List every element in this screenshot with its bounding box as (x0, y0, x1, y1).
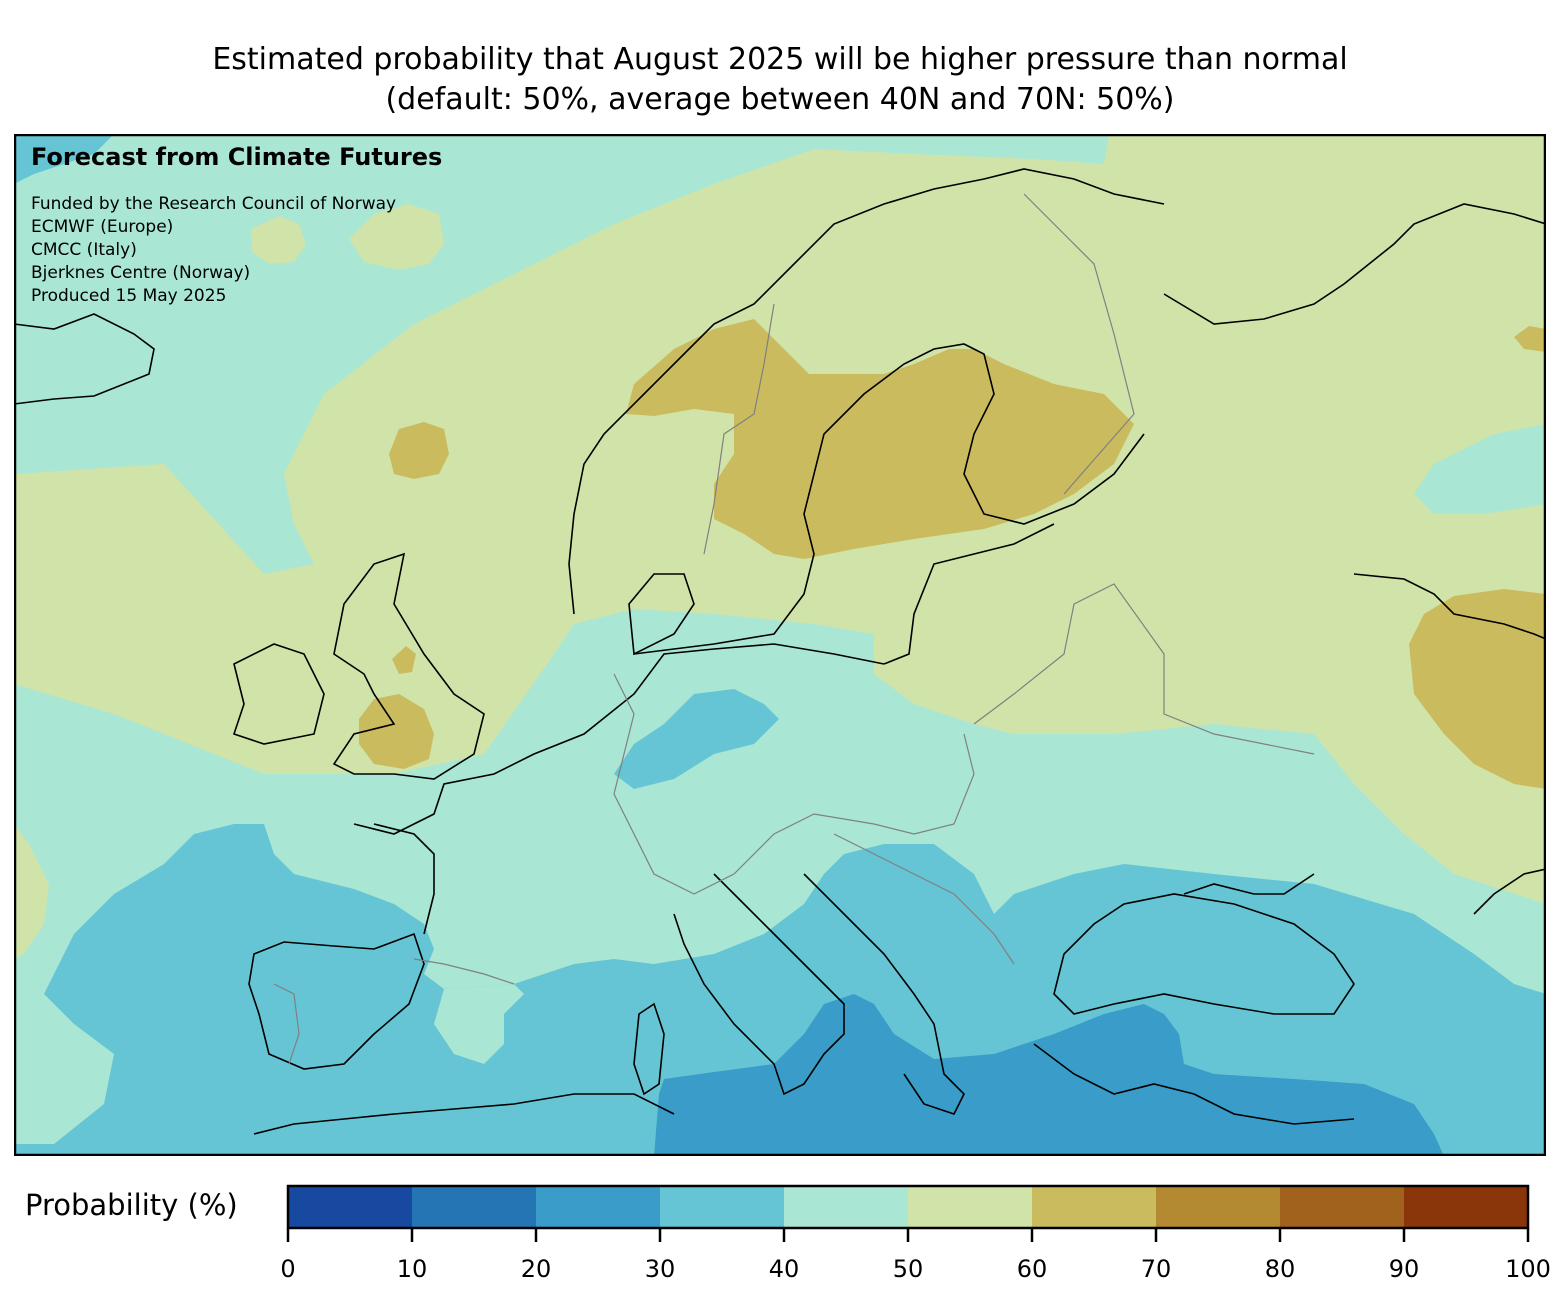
region-50-60-atlantic-blob-1 (251, 216, 306, 264)
region-50-60-west-edge (14, 824, 49, 959)
border-europe-inner (613, 673, 975, 895)
coast-north-africa (253, 1093, 675, 1135)
region-50-60-atlantic-blob-2 (349, 204, 444, 270)
border-norway-sweden (703, 303, 775, 555)
region-30-40-top-left (14, 134, 114, 184)
border-france-spain (413, 958, 515, 985)
colorbar-bin-80-90 (1280, 1186, 1404, 1228)
colorbar-label: Probability (%) (25, 1188, 238, 1222)
colorbar-tick-label-70: 70 (1141, 1255, 1172, 1283)
colorbar-tick-label-80: 80 (1265, 1255, 1296, 1283)
probability-map (14, 134, 1546, 1156)
border-east (973, 583, 1315, 755)
annotation-funding: Funded by the Research Council of Norway (31, 194, 397, 214)
chart-title: Estimated probability that August 2025 w… (212, 42, 1348, 77)
colorbar-tick-label-30: 30 (645, 1255, 676, 1283)
coast-britain (332, 552, 485, 780)
colorbar-bin-60-70 (1032, 1186, 1156, 1228)
coast-iberia (248, 932, 425, 1070)
colorbar-tick-label-90: 90 (1389, 1255, 1420, 1283)
colorbar-tick-label-20: 20 (521, 1255, 552, 1283)
colorbar-tick-label-10: 10 (397, 1255, 428, 1283)
colorbar-tick-label-40: 40 (769, 1255, 800, 1283)
coast-italy (673, 873, 845, 1096)
colorbar-frame (286, 1184, 1530, 1230)
chart-subtitle: (default: 50%, average between 40N and 7… (385, 82, 1175, 117)
border-finland-russia (1023, 193, 1135, 495)
colorbar-bin-0-10 (288, 1186, 412, 1228)
region-60-70-russia (1409, 589, 1546, 789)
border-spain-portugal (273, 983, 300, 1065)
colorbar-bin-20-30 (536, 1186, 660, 1228)
region-60-70-wales (359, 694, 434, 769)
coast-sardinia (633, 1002, 665, 1096)
border-balkans (833, 833, 1015, 965)
colorbar-bin-70-80 (1156, 1186, 1280, 1228)
annotation-ecmwf: ECMWF (Europe) (31, 217, 174, 237)
country-borders (273, 193, 1315, 1065)
annotation-bjerknes: Bjerknes Centre (Norway) (31, 263, 251, 283)
coast-iceland (14, 313, 155, 405)
coast-white-sea (1163, 203, 1546, 325)
coast-balkans (803, 873, 965, 1115)
annotation-cmcc: CMCC (Italy) (31, 240, 137, 260)
coast-gulf-bothnia (633, 343, 1145, 655)
colorbar-bin-90-100 (1404, 1186, 1528, 1228)
coast-turkey (1033, 1043, 1355, 1125)
colorbar-bin-40-50 (784, 1186, 908, 1228)
region-60-70-north-sea (389, 422, 449, 479)
region-30-40-germany (614, 689, 779, 789)
colorbar-tick-label-0: 0 (280, 1255, 295, 1283)
coast-france-west (373, 823, 435, 935)
colorbar: 0 10 20 30 40 50 60 70 80 90 100 (280, 1184, 1550, 1283)
coast-russia-gulf (1353, 573, 1546, 640)
region-60-70-far-north-east (1514, 326, 1546, 352)
coast-ireland (232, 643, 325, 745)
coastlines (14, 168, 1546, 1135)
coast-black-sea (1053, 893, 1355, 1015)
region-40-50-mediterranean-gap (434, 984, 524, 1064)
coast-caspian-side (1473, 868, 1546, 915)
annotation-heading: Forecast from Climate Futures (31, 143, 443, 171)
colorbar-bin-10-20 (412, 1186, 536, 1228)
colorbar-bin-50-60 (908, 1186, 1032, 1228)
annotation-produced: Produced 15 May 2025 (31, 286, 227, 306)
coast-scandinavia (568, 168, 1165, 615)
coast-continent-north (353, 643, 885, 835)
region-60-70-england (392, 646, 416, 674)
map-frame (14, 134, 1546, 1156)
colorbar-tick-label-60: 60 (1017, 1255, 1048, 1283)
coast-denmark (628, 573, 695, 656)
colorbar-tick-label-50: 50 (893, 1255, 924, 1283)
region-40-50-east (1414, 424, 1546, 514)
colorbar-bin-30-40 (660, 1186, 784, 1228)
coast-finland-south (883, 523, 1055, 665)
region-60-70-scandinavia (626, 319, 1134, 559)
coast-crimea (1183, 873, 1315, 895)
colorbar-tick-label-100: 100 (1505, 1255, 1550, 1283)
